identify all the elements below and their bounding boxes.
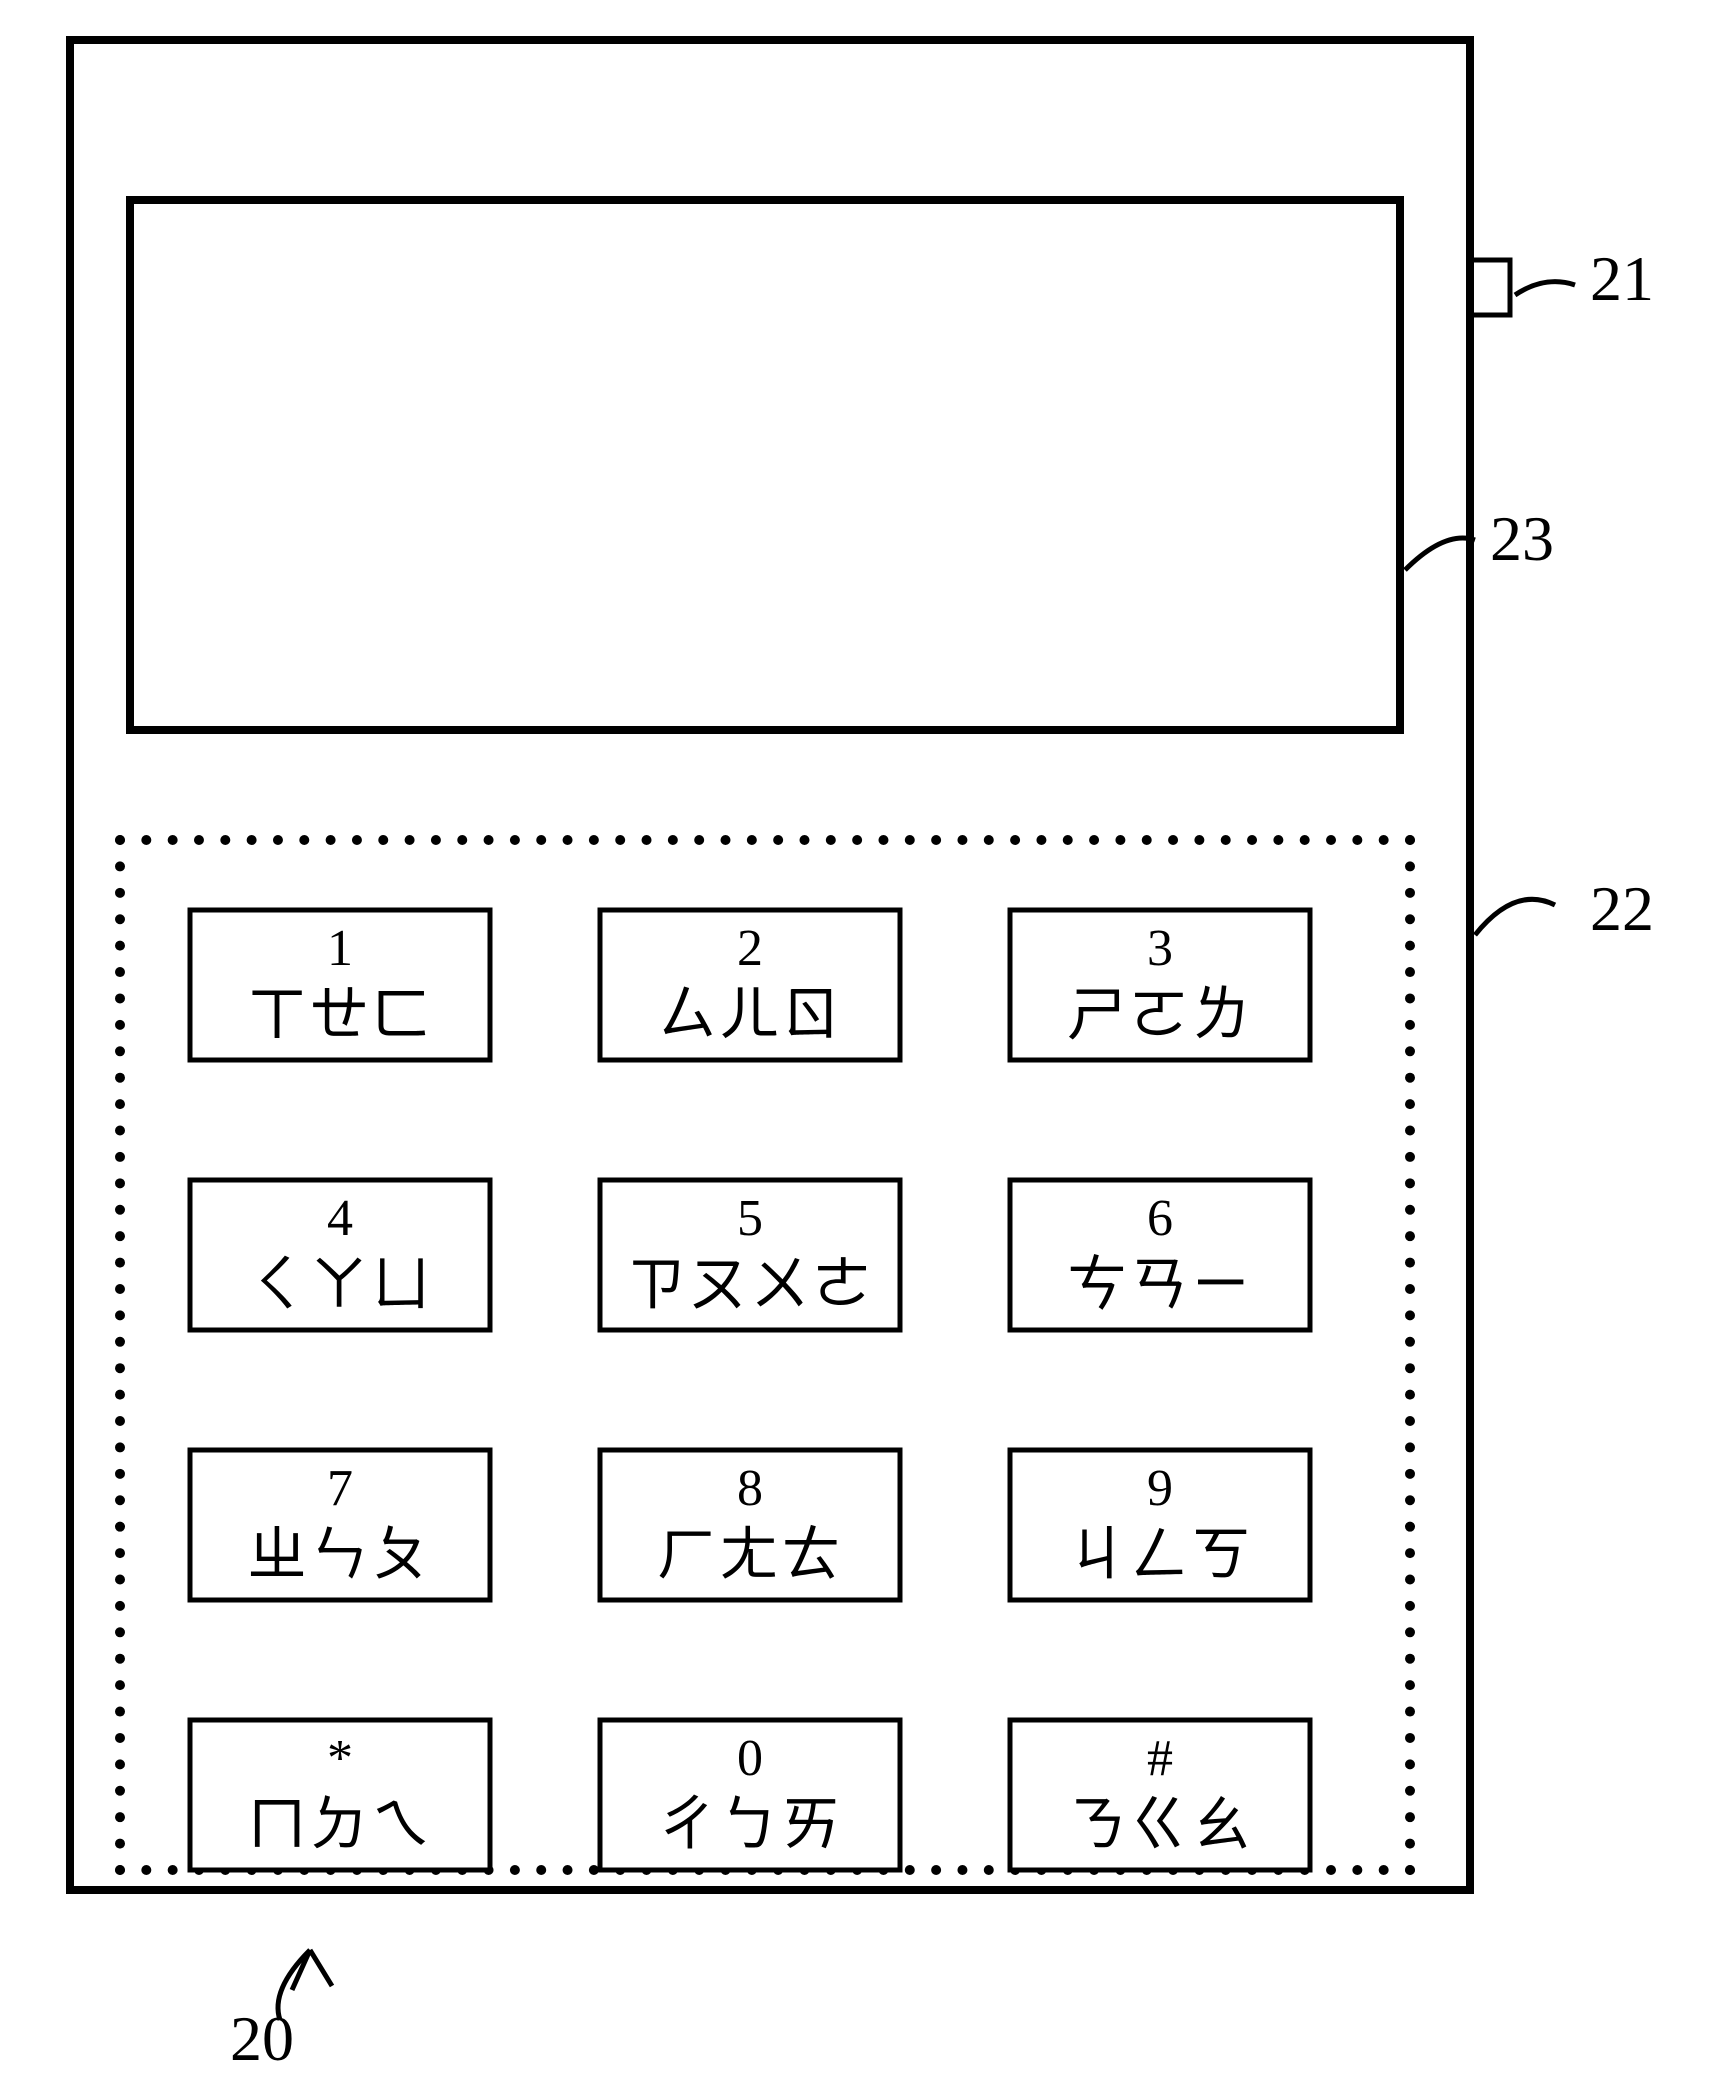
key-num: 9 — [1147, 1460, 1173, 1517]
key-num: 8 — [737, 1460, 763, 1517]
key-*[interactable]: *ㄇㄉㄟ — [190, 1720, 490, 1870]
key-num: 0 — [737, 1730, 763, 1787]
key-num: 5 — [737, 1190, 763, 1247]
key-symbols: ㄑㄚㄩ — [247, 1252, 433, 1318]
key-num: * — [327, 1730, 353, 1787]
key-0[interactable]: 0ㄔㄅㄞ — [600, 1720, 900, 1870]
key-num: 3 — [1147, 920, 1173, 977]
key-num: 6 — [1147, 1190, 1173, 1247]
port-leader — [1515, 282, 1575, 295]
key-8[interactable]: 8ㄏㄤㄊ — [600, 1450, 900, 1600]
key-symbols: ㄋㄍㄠ — [1067, 1792, 1253, 1858]
key-4[interactable]: 4ㄑㄚㄩ — [190, 1180, 490, 1330]
key-num: 1 — [327, 920, 353, 977]
key-5[interactable]: 5ㄗㄡㄨㄜ — [600, 1180, 900, 1330]
key-1[interactable]: 1ㄒㄝㄈ — [190, 910, 490, 1060]
device-label: 20 — [230, 2003, 294, 2074]
display-screen — [130, 200, 1400, 730]
keypad-label: 22 — [1590, 873, 1654, 944]
display-label: 23 — [1490, 503, 1554, 574]
port-label: 21 — [1590, 243, 1654, 314]
key-7[interactable]: 7ㄓㄣㄆ — [190, 1450, 490, 1600]
device-arrow — [292, 1950, 332, 1990]
key-symbols: ㄐㄥㄎ — [1067, 1522, 1253, 1588]
port — [1470, 260, 1510, 315]
key-symbols: ㄕㄛㄌ — [1067, 982, 1253, 1048]
key-9[interactable]: 9ㄐㄥㄎ — [1010, 1450, 1310, 1600]
key-num: 7 — [327, 1460, 353, 1517]
key-symbols: ㄔㄅㄞ — [657, 1792, 843, 1858]
display-leader — [1405, 538, 1475, 570]
key-symbols: ㄗㄡㄨㄜ — [626, 1252, 874, 1318]
key-3[interactable]: 3ㄕㄛㄌ — [1010, 910, 1310, 1060]
key-symbols: ㄇㄉㄟ — [247, 1792, 433, 1858]
key-num: # — [1147, 1730, 1173, 1787]
keypad-leader — [1475, 899, 1555, 935]
key-6[interactable]: 6ㄘㄢㄧ — [1010, 1180, 1310, 1330]
key-symbols: ㄘㄢㄧ — [1067, 1252, 1253, 1318]
key-num: 4 — [327, 1190, 353, 1247]
key-symbols: ㄓㄣㄆ — [247, 1522, 433, 1588]
key-2[interactable]: 2ㄙㄦㄖ — [600, 910, 900, 1060]
key-symbols: ㄙㄦㄖ — [657, 982, 843, 1048]
key-num: 2 — [737, 920, 763, 977]
key-symbols: ㄒㄝㄈ — [247, 982, 433, 1048]
key-symbols: ㄏㄤㄊ — [657, 1522, 843, 1588]
key-#[interactable]: #ㄋㄍㄠ — [1010, 1720, 1310, 1870]
